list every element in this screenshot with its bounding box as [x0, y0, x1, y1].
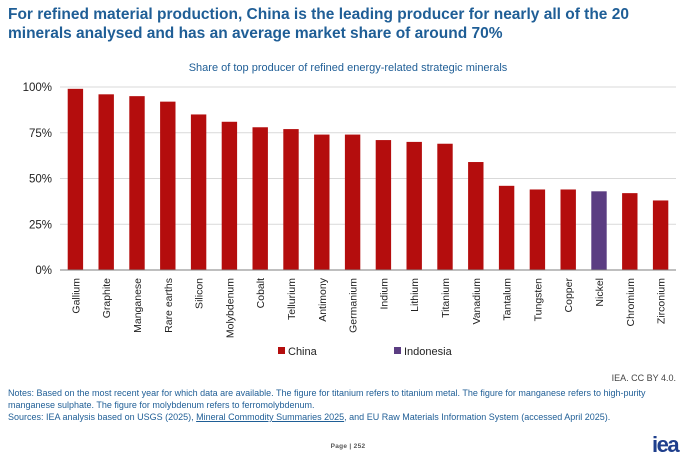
x-tick-label: Zirconium [656, 278, 668, 324]
bar-zirconium [652, 200, 669, 270]
legend-swatch-china [278, 347, 285, 354]
bar-lithium [406, 141, 422, 270]
x-tick-label: Tellurium [286, 278, 298, 320]
x-tick-label: Tantalum [502, 278, 514, 321]
bar-cobalt [252, 127, 268, 270]
legend-label-china: China [288, 346, 318, 358]
bar-titanium [437, 143, 453, 270]
x-tick-label: Molybdenum [224, 278, 236, 338]
bar-vanadium [468, 162, 484, 270]
bar-graphite [98, 94, 114, 270]
notes-text: Notes: Based on the most recent year for… [8, 388, 646, 410]
legend-label-indonesia: Indonesia [404, 346, 453, 358]
bar-silicon [190, 114, 207, 270]
x-tick-label: Tungsten [532, 278, 544, 322]
page-number: Page | 252 [330, 443, 366, 450]
bar-chromium [622, 193, 638, 270]
y-tick-label: 75% [29, 128, 52, 140]
bar-manganese [129, 96, 145, 271]
x-tick-label: Indium [378, 278, 390, 310]
bar-chart: Share of top producer of refined energy-… [23, 62, 676, 358]
x-tick-label: Nickel [594, 278, 606, 307]
legend: China Indonesia [278, 346, 453, 358]
y-tick-label: 0% [35, 265, 52, 277]
sources-text: Sources: IEA analysis based on USGS (202… [8, 411, 688, 423]
x-tick-label: Graphite [101, 278, 113, 318]
bar-nickel [591, 191, 607, 270]
x-tick-label: Manganese [132, 278, 144, 333]
x-tick-label: Vanadium [471, 278, 483, 325]
x-tick-label: Gallium [70, 278, 82, 314]
sources-link[interactable]: Mineral Commodity Summaries 2025 [196, 412, 345, 422]
bar-indium [375, 140, 392, 270]
headline: For refined material production, China i… [8, 6, 629, 42]
y-axis: 0% 25% 50% 75% 100% [23, 82, 52, 277]
y-tick-label: 25% [29, 219, 52, 231]
x-tick-label: Titanium [440, 278, 452, 318]
bars [67, 88, 669, 271]
credit: IEA. CC BY 4.0. [611, 373, 676, 383]
bar-germanium [344, 134, 361, 270]
notes: Notes: Based on the most recent year for… [8, 387, 688, 423]
legend-swatch-indonesia [394, 347, 401, 354]
gridlines [60, 86, 676, 225]
x-axis: Gallium Graphite Manganese Rare earths Silic… [60, 269, 676, 338]
bar-copper [560, 189, 576, 270]
x-tick-label: Antimony [317, 277, 329, 322]
bar-rare-earths [160, 101, 176, 270]
x-tick-label: Silicon [194, 278, 206, 309]
bar-antimony [314, 134, 330, 270]
chart-title: Share of top producer of refined energy-… [189, 62, 508, 74]
iea-logo: iea [652, 432, 680, 457]
x-tick-label: Cobalt [255, 278, 267, 308]
x-tick-label: Lithium [409, 278, 421, 312]
sources-prefix: Sources: IEA analysis based on USGS (202… [8, 412, 197, 422]
bar-tantalum [498, 185, 515, 270]
x-tick-label: Rare earths [163, 278, 175, 333]
bar-tellurium [283, 129, 299, 270]
sources-suffix: , and EU Raw Materials Information Syste… [344, 412, 611, 422]
x-tick-label: Chromium [625, 278, 637, 327]
bar-gallium [67, 88, 84, 270]
x-tick-label: Germanium [348, 278, 360, 333]
y-tick-label: 50% [29, 174, 52, 186]
bar-tungsten [529, 189, 546, 270]
y-tick-label: 100% [23, 82, 52, 94]
bar-molybdenum [221, 121, 238, 271]
x-tick-label: Copper [563, 278, 575, 313]
